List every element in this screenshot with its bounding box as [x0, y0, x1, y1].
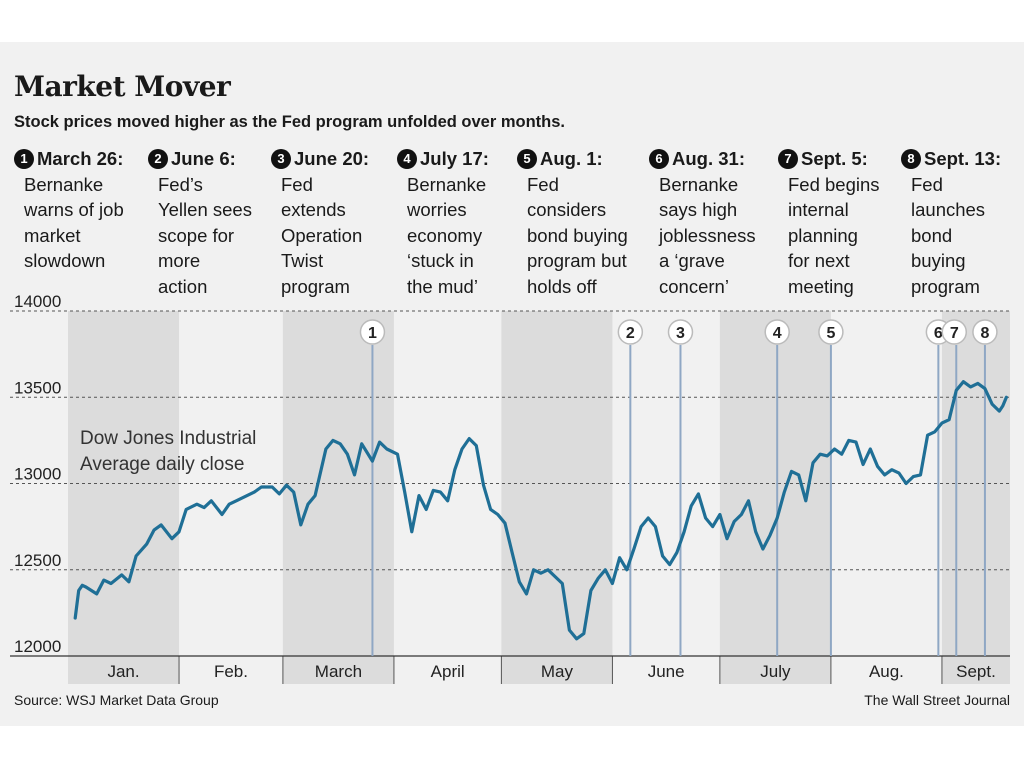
source-note: Source: WSJ Market Data Group	[14, 692, 219, 708]
event-3: 3 June 20: Fed extends Operation Twist pr…	[271, 146, 399, 299]
event-description: Bernanke says high joblessness a ‘grave …	[659, 173, 756, 297]
month-label: July	[760, 662, 791, 681]
event-number-badge: 4	[397, 148, 417, 169]
event-number-badge: 5	[517, 148, 537, 169]
event-marker-circle	[818, 319, 844, 345]
month-band	[282, 311, 394, 684]
event-description: Fed extends Operation Twist program	[281, 173, 363, 297]
event-description: Fed considers bond buying program but ho…	[527, 173, 628, 297]
event-marker-circle	[617, 319, 644, 345]
month-label: Sept.	[956, 662, 996, 681]
event-marker-label: 3	[676, 325, 685, 342]
event-marker-label: 8	[980, 325, 989, 342]
series-label: Dow Jones Industrial	[80, 428, 256, 449]
y-tick-label: 14000	[14, 292, 61, 311]
month-band	[719, 311, 831, 684]
event-marker-circle	[359, 319, 386, 345]
event-number-badge: 6	[649, 148, 669, 169]
event-date: Sept. 13:	[924, 148, 1002, 169]
month-label: March	[315, 662, 362, 681]
event-description: Fed begins internal planning for next me…	[788, 173, 880, 297]
event-number-badge: 8	[901, 148, 921, 169]
event-date: Aug. 1:	[540, 148, 603, 169]
month-label: May	[541, 662, 574, 681]
month-band	[501, 311, 613, 684]
event-7: 7 Sept. 5: Fed begins internal planning f…	[778, 146, 906, 299]
month-label: Aug.	[869, 662, 904, 681]
event-marker-label: 6	[934, 325, 943, 342]
event-marker-label: 1	[368, 325, 377, 342]
month-band	[68, 311, 180, 684]
event-date: March 26:	[37, 148, 124, 169]
event-1: 1 March 26: Bernanke warns of job market …	[14, 146, 142, 274]
event-5: 5 Aug. 1: Fed considers bond buying progr…	[517, 146, 645, 299]
event-marker-circle	[972, 319, 998, 345]
event-8: 8 Sept. 13: Fed launches bond buying prog…	[901, 146, 1024, 299]
publisher-credit: The Wall Street Journal	[864, 692, 1010, 708]
event-number-badge: 1	[14, 148, 34, 169]
event-marker-label: 2	[626, 325, 635, 342]
month-label: June	[648, 662, 685, 681]
event-2: 2 June 6: Fed’s Yellen sees scope for mor…	[148, 146, 276, 299]
y-tick-label: 12000	[14, 637, 61, 656]
dow-line	[73, 380, 1008, 641]
event-4: 4 July 17: Bernanke worries economy ‘stuc…	[397, 146, 525, 299]
event-marker-circle	[941, 319, 968, 345]
month-label: April	[431, 662, 465, 681]
event-description: Bernanke worries economy ‘stuck in the m…	[407, 173, 487, 297]
event-number-badge: 3	[271, 148, 291, 169]
chart-title: Market Mover	[14, 70, 231, 103]
event-date: June 20:	[294, 148, 370, 169]
event-date: July 17:	[420, 148, 489, 169]
event-description: Bernanke warns of job market slowdown	[24, 173, 124, 272]
event-date: Aug. 31:	[672, 148, 745, 169]
series-label: Average daily close	[80, 454, 244, 475]
month-label: Jan.	[107, 662, 139, 681]
event-marker-label: 5	[826, 325, 835, 342]
y-tick-label: 13500	[14, 378, 61, 397]
y-tick-label: 12500	[14, 551, 61, 570]
event-6: 6 Aug. 31: Bernanke says high joblessness…	[649, 146, 777, 299]
event-description: Fed’s Yellen sees scope for more action	[158, 173, 252, 297]
event-date: Sept. 5:	[801, 148, 868, 169]
y-tick-label: 13000	[14, 465, 61, 484]
event-number-badge: 7	[778, 148, 798, 169]
event-date: June 6:	[171, 148, 236, 169]
event-marker-circle	[667, 319, 694, 345]
event-marker-label: 4	[773, 325, 782, 342]
event-marker-label: 7	[950, 325, 959, 342]
chart-subtitle: Stock prices moved higher as the Fed pro…	[14, 113, 566, 131]
event-marker-circle	[764, 319, 790, 345]
month-label: Feb.	[214, 662, 248, 681]
event-number-badge: 2	[148, 148, 168, 169]
event-description: Fed launches bond buying program	[911, 173, 986, 297]
month-band	[941, 311, 1010, 684]
